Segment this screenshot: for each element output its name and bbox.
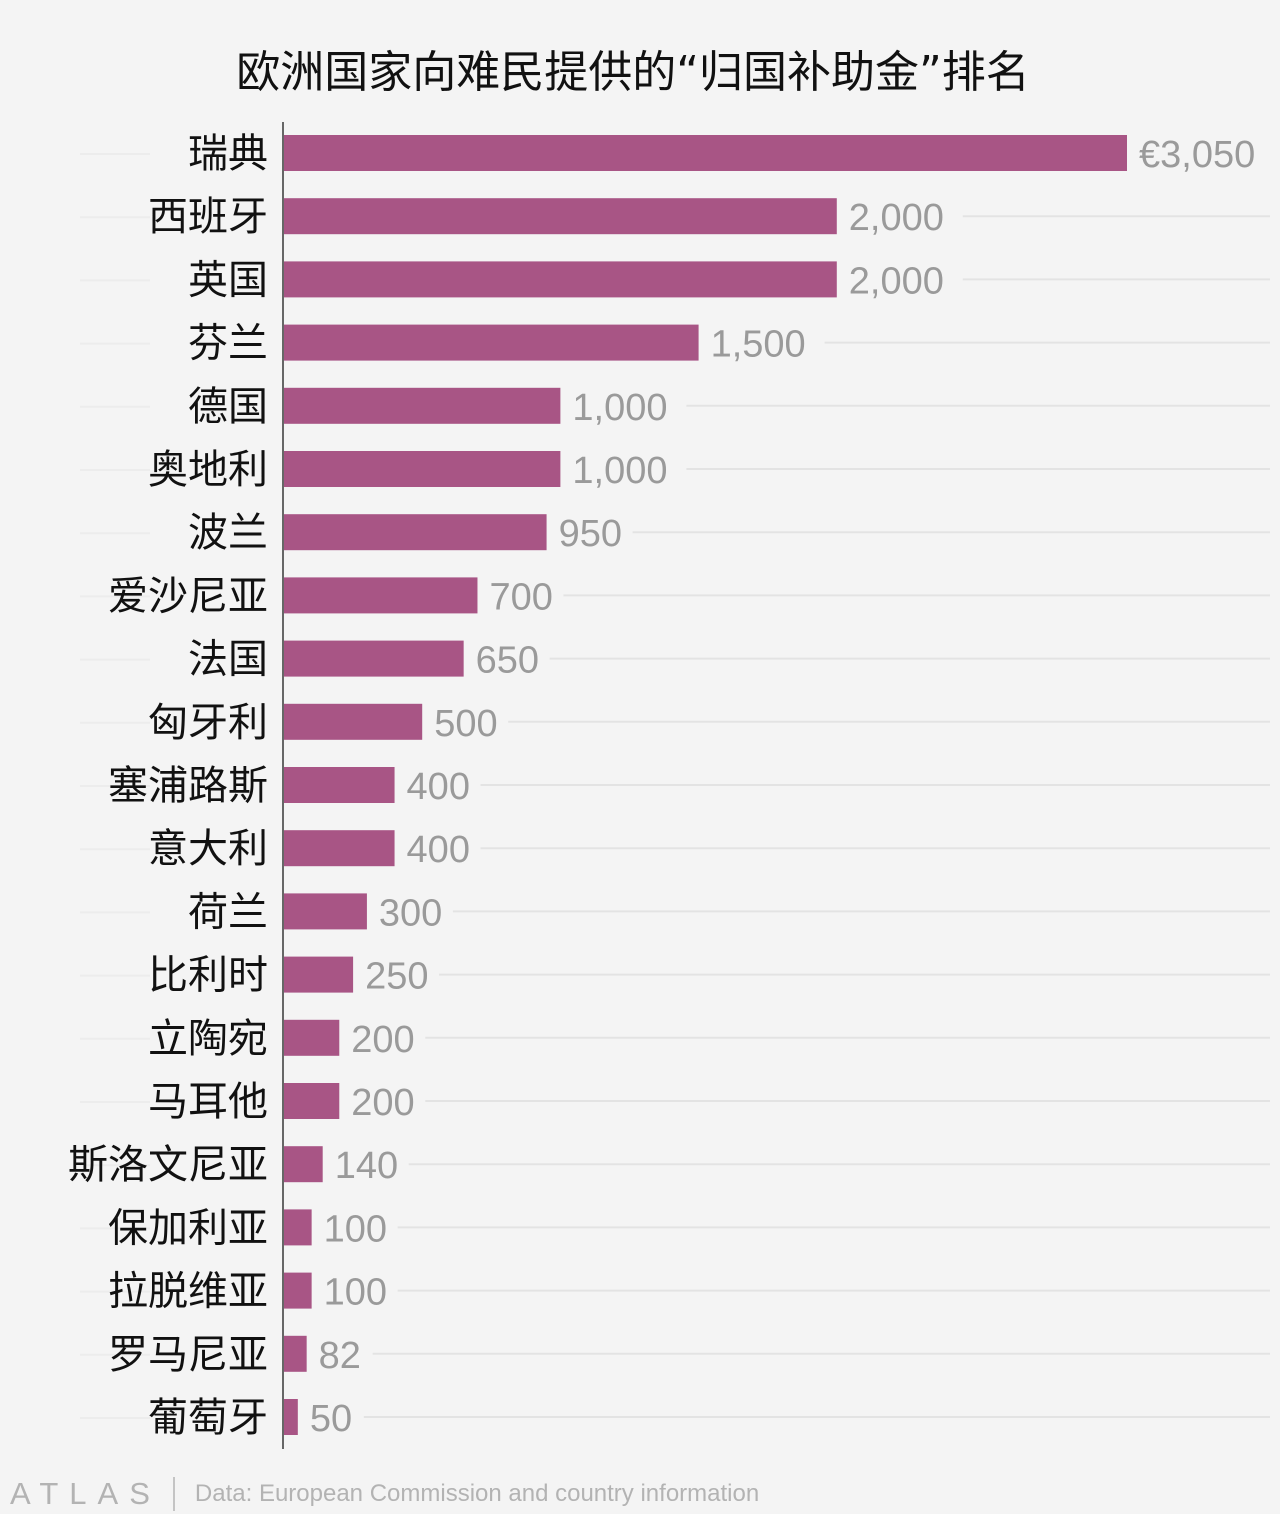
- value-label: 1,000: [572, 450, 667, 492]
- bar: [284, 387, 561, 424]
- value-label: 200: [351, 1019, 414, 1061]
- bar: [284, 767, 395, 803]
- bar: [284, 1209, 312, 1246]
- bar: [284, 1146, 323, 1183]
- value-label: 400: [407, 829, 470, 871]
- bar: [284, 1019, 340, 1056]
- value-label: 100: [324, 1208, 387, 1250]
- category-label: 西班牙: [148, 194, 268, 240]
- value-label: 200: [351, 1082, 414, 1124]
- bar: [284, 1399, 298, 1435]
- category-label: 德国: [188, 384, 268, 430]
- category-label: 奥地利: [148, 447, 268, 493]
- bar: [284, 261, 837, 298]
- footer: ATLAS Data: European Commission and coun…: [10, 1476, 759, 1512]
- category-label: 意大利: [148, 826, 268, 872]
- value-label: 140: [335, 1145, 398, 1187]
- footer-divider: [172, 1477, 175, 1511]
- bar: [284, 640, 464, 677]
- category-label: 拉脱维亚: [108, 1269, 268, 1315]
- value-label: 100: [324, 1272, 387, 1314]
- category-label: 立陶宛: [148, 1016, 268, 1062]
- category-label: 荷兰: [188, 889, 268, 935]
- category-label: 波兰: [188, 510, 268, 556]
- bar: [284, 451, 561, 487]
- value-label: 2,000: [849, 197, 944, 239]
- value-label: €3,050: [1139, 134, 1255, 176]
- value-label: 82: [319, 1335, 361, 1377]
- bar-chart: 瑞典 €3,050 西班牙 2,000 英国 2,000 芬兰 1,500 德国 1,000 奥地利…: [68, 122, 1270, 1449]
- category-label: 瑞典: [188, 131, 268, 177]
- bar: [284, 324, 699, 361]
- bar: [284, 1335, 307, 1372]
- value-label: 400: [407, 766, 470, 808]
- bar: [284, 577, 478, 614]
- category-label: 匈牙利: [148, 700, 268, 746]
- bar: [284, 830, 395, 867]
- value-label: 1,500: [711, 324, 806, 366]
- value-label: 700: [489, 576, 552, 618]
- atlas-logo: ATLAS: [10, 1476, 161, 1511]
- bar: [284, 1083, 340, 1119]
- value-label: 250: [365, 956, 428, 998]
- category-label: 英国: [188, 257, 268, 303]
- category-label: 保加利亚: [108, 1205, 268, 1251]
- category-label: 斯洛文尼亚: [68, 1142, 268, 1188]
- value-label: 500: [434, 703, 497, 745]
- category-label: 马耳他: [148, 1079, 268, 1125]
- category-label: 塞浦路斯: [108, 763, 268, 809]
- category-label: 葡萄牙: [148, 1395, 268, 1441]
- bar: [284, 893, 367, 930]
- category-label: 罗马尼亚: [108, 1332, 268, 1378]
- value-label: 300: [379, 892, 442, 934]
- category-label: 法国: [188, 637, 268, 683]
- chart-title: 欧洲国家向难民提供的“归国补助金”排名: [236, 47, 1030, 98]
- value-label: 650: [476, 640, 539, 682]
- bar: [284, 956, 354, 993]
- category-label: 芬兰: [188, 321, 268, 367]
- bar: [284, 198, 837, 235]
- bar: [284, 1272, 312, 1309]
- bar: [284, 703, 423, 740]
- value-label: 50: [310, 1398, 352, 1440]
- category-label: 爱沙尼亚: [108, 573, 268, 619]
- value-label: 950: [559, 513, 622, 555]
- bar: [284, 135, 1127, 171]
- value-label: 1,000: [572, 387, 667, 429]
- source-note: Data: European Commission and country in…: [194, 1480, 760, 1507]
- bar: [284, 514, 547, 551]
- value-label: 2,000: [849, 260, 944, 302]
- category-label: 比利时: [148, 953, 268, 999]
